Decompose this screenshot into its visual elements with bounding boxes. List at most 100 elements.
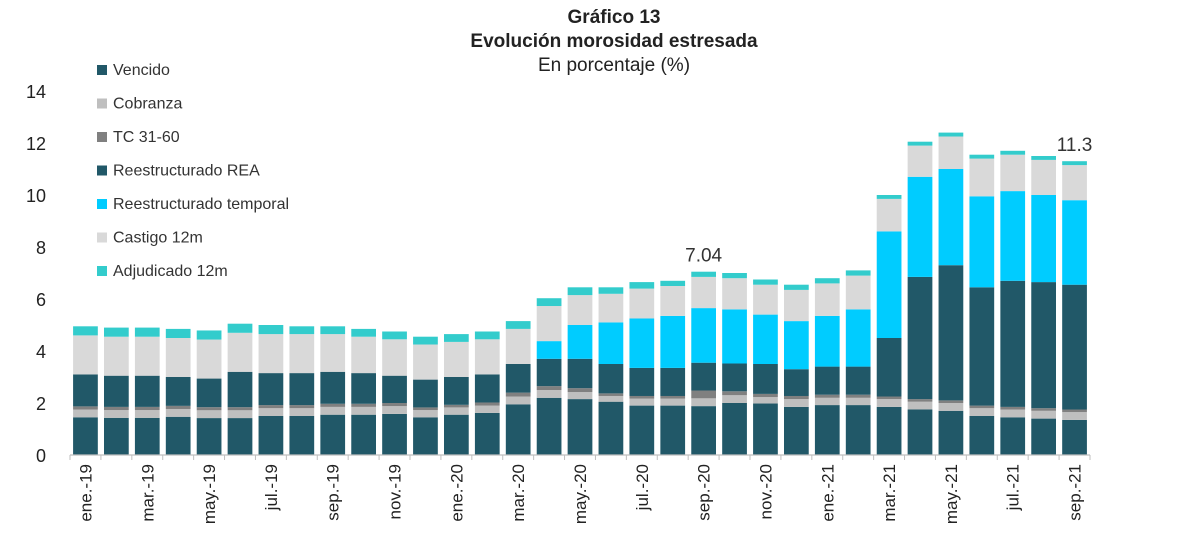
bar-segment — [320, 406, 346, 415]
bar-segment — [351, 336, 376, 374]
bar-segment — [1031, 410, 1056, 419]
bar-segment — [907, 409, 933, 455]
bar-segment — [382, 331, 407, 340]
bar-segment — [753, 397, 778, 404]
bar-segment — [320, 326, 346, 335]
bar-segment — [196, 418, 222, 455]
bar-segment — [969, 408, 995, 416]
bar-segment — [567, 388, 593, 393]
bar-segment — [134, 375, 160, 407]
bar-segment — [289, 405, 315, 409]
bar-segment — [413, 344, 438, 380]
bar-segment — [104, 336, 129, 376]
bar-segment — [351, 414, 376, 455]
legend-label: Vencido — [113, 62, 170, 79]
bar-segment — [134, 327, 160, 337]
bar-segment — [258, 416, 284, 455]
bar-segment — [722, 363, 747, 392]
bar-segment — [598, 322, 624, 364]
bar-segment — [474, 412, 500, 455]
bar-segment — [444, 334, 469, 342]
bar-segment — [660, 398, 686, 406]
bar-segment — [660, 395, 686, 399]
bar-segment — [969, 158, 995, 197]
bar-segment — [165, 405, 191, 409]
legend-swatch — [97, 65, 107, 75]
bar-segment — [784, 369, 809, 396]
bar-segment — [753, 393, 778, 398]
bars — [73, 132, 1087, 455]
bar-segment — [814, 315, 840, 367]
legend-swatch — [97, 165, 107, 176]
legend-label: TC 31-60 — [113, 129, 180, 146]
bar-segment — [722, 309, 747, 364]
bar-segment — [1000, 154, 1026, 192]
legend-label: Reestructurado temporal — [113, 196, 289, 213]
bar-segment — [104, 410, 129, 418]
bar-segment — [196, 410, 222, 419]
bar-segment — [567, 287, 593, 296]
bar-segment — [165, 328, 191, 338]
bar-segment — [567, 295, 593, 325]
bar-segment — [1000, 191, 1026, 281]
legend-label: Cobranza — [113, 96, 182, 113]
bar-segment — [845, 309, 871, 367]
bar-segment — [289, 334, 315, 374]
bar-segment — [722, 273, 747, 279]
bar-segment — [505, 328, 531, 364]
bar-segment — [227, 332, 253, 372]
bar-segment — [134, 410, 160, 418]
bar-segment — [227, 371, 253, 408]
bar-segment — [1000, 417, 1026, 455]
bar-segment — [1062, 284, 1087, 410]
bar-segment — [351, 403, 376, 407]
bar-segment — [598, 401, 624, 455]
bar-segment — [413, 336, 438, 345]
bar-segment — [814, 397, 840, 406]
bar-segment — [73, 326, 98, 336]
bar-segment — [505, 364, 531, 393]
bar-segment — [784, 289, 809, 322]
x-tick-label: mar.-21 — [880, 464, 899, 522]
bar-segment — [629, 405, 655, 455]
bar-segment — [784, 321, 809, 370]
bar-segment — [1062, 409, 1087, 413]
bar-segment — [1000, 406, 1026, 410]
x-tick-label: sep.-19 — [324, 464, 343, 521]
bar-segment — [567, 399, 593, 455]
legend-swatch — [97, 132, 107, 142]
x-axis: ene.-19 mar.-19 may.-19 jul.-19 sep.-19 nov.-… — [69, 454, 1091, 524]
bar-segment — [104, 375, 129, 407]
x-tick-label: ene.-21 — [818, 464, 837, 522]
legend-label: Adjudicado 12m — [113, 263, 228, 280]
bar-segment — [134, 406, 160, 411]
bar-segment — [876, 198, 902, 232]
bar-segment — [505, 404, 531, 455]
bar-segment — [969, 405, 995, 409]
bar-segment — [536, 341, 562, 359]
bar-segment — [134, 336, 160, 376]
bar-segment — [1062, 419, 1087, 455]
bar-segment — [413, 379, 438, 408]
chart-title: Gráfico 13 — [567, 7, 661, 28]
bar-segment — [1031, 418, 1056, 455]
legend-label: Castigo 12m — [113, 230, 203, 247]
x-tick-label: ene.-19 — [76, 464, 95, 522]
bar-segment — [258, 325, 284, 335]
bar-segment — [691, 406, 716, 455]
bar-segment — [907, 401, 933, 410]
title-block: Gráfico 13 Evolución morosidad estresada… — [0, 6, 1200, 78]
bar-segment — [444, 404, 469, 408]
bar-segment — [1062, 161, 1087, 166]
bar-segment — [845, 397, 871, 406]
bar-segment — [1031, 156, 1056, 160]
bar-segment — [104, 327, 129, 337]
bar-segment — [938, 410, 964, 455]
bar-segment — [691, 308, 716, 363]
bar-segment — [289, 326, 315, 335]
bar-segment — [660, 280, 686, 286]
bar-segment — [784, 284, 809, 290]
x-tick-label: may.-20 — [571, 464, 590, 524]
bar-segment — [289, 373, 315, 406]
x-tick-label: may.-21 — [942, 464, 961, 524]
